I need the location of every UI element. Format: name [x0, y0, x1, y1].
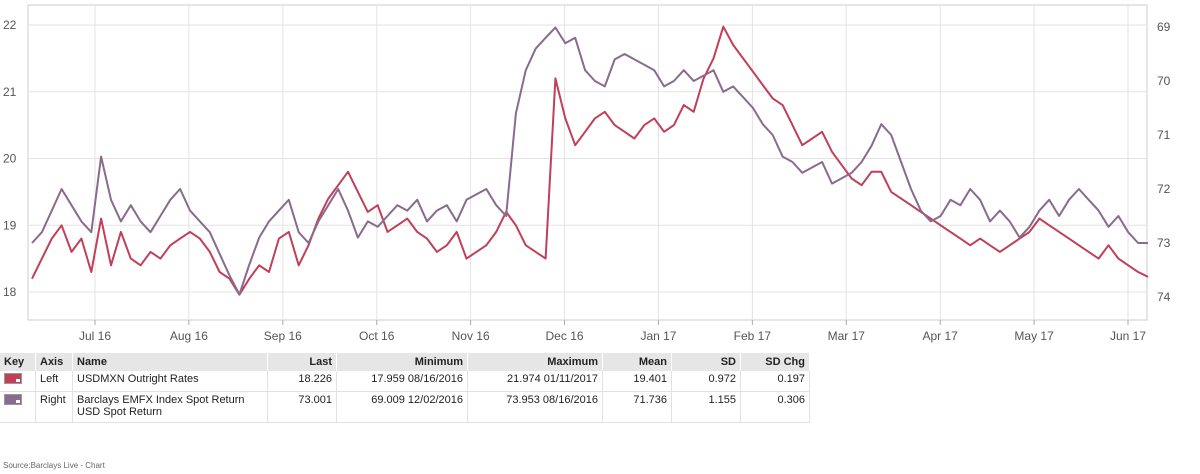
x-tick-label: Nov 16 — [452, 329, 490, 343]
sd-cell: 1.155 — [671, 391, 741, 423]
key-swatch-cell — [0, 391, 36, 423]
y-right-tick-label: 69 — [1157, 20, 1171, 34]
x-tick-label: Jul 16 — [79, 329, 111, 343]
x-tick-label: Jun 17 — [1110, 329, 1146, 343]
header-name: Name — [72, 353, 268, 371]
sd-chg-cell: 0.306 — [740, 391, 810, 423]
header-axis: Axis — [35, 353, 73, 371]
y-left-tick-label: 18 — [3, 285, 17, 299]
y-right-tick-label: 70 — [1157, 74, 1171, 88]
table-row: Left USDMXN Outright Rates 18.226 17.959… — [0, 371, 810, 392]
x-tick-label: Dec 16 — [546, 329, 584, 343]
header-sd-chg: SD Chg — [740, 353, 810, 371]
x-tick-label: Sep 16 — [264, 329, 302, 343]
table-row: Right Barclays EMFX Index Spot Return US… — [0, 391, 810, 423]
header-maximum: Maximum — [467, 353, 603, 371]
series-swatch-icon — [4, 373, 22, 384]
x-tick-label: Jan 17 — [640, 329, 676, 343]
x-tick-label: Aug 16 — [170, 329, 208, 343]
x-tick-label: May 17 — [1014, 329, 1054, 343]
series-line-emfx — [31, 26, 1149, 296]
y-right-tick-label: 73 — [1157, 236, 1171, 250]
last-cell: 73.001 — [267, 391, 337, 423]
x-tick-label: Mar 17 — [828, 329, 866, 343]
y-left-tick-label: 22 — [3, 18, 17, 32]
last-cell: 18.226 — [267, 371, 337, 392]
left-y-axis: 22 21 20 19 18 — [3, 18, 17, 299]
name-cell: Barclays EMFX Index Spot Return USD Spot… — [72, 391, 268, 423]
header-last: Last — [267, 353, 337, 371]
series-swatch-icon — [4, 394, 22, 405]
chart-grid — [27, 4, 1148, 321]
sd-cell: 0.972 — [671, 371, 741, 392]
mean-cell: 71.736 — [602, 391, 672, 423]
header-key: Key — [0, 353, 36, 371]
series-lines — [31, 25, 1149, 296]
minimum-cell: 69.009 12/02/2016 — [336, 391, 468, 423]
y-left-tick-label: 21 — [3, 85, 17, 99]
right-y-axis: 69 70 71 72 73 74 — [1157, 20, 1171, 304]
line-chart: 22 21 20 19 18 69 70 71 72 73 74 Jul 16 Aug 16 Sep … — [3, 4, 1171, 343]
x-tick-label: Oct 16 — [359, 329, 395, 343]
header-mean: Mean — [602, 353, 672, 371]
y-right-tick-label: 74 — [1157, 290, 1171, 304]
maximum-cell: 21.974 01/11/2017 — [467, 371, 603, 392]
y-left-tick-label: 19 — [3, 218, 17, 232]
sd-chg-cell: 0.197 — [740, 371, 810, 392]
x-tick-label: Feb 17 — [734, 329, 772, 343]
minimum-cell: 17.959 08/16/2016 — [336, 371, 468, 392]
y-right-tick-label: 72 — [1157, 182, 1171, 196]
mean-cell: 19.401 — [602, 371, 672, 392]
key-swatch-cell — [0, 371, 36, 392]
axis-cell: Right — [35, 391, 73, 423]
key-table: Key Axis Name Last Minimum Maximum Mean … — [0, 353, 810, 423]
series-line-usdmxn — [31, 25, 1149, 296]
plot-frame — [27, 4, 1148, 321]
maximum-cell: 73.953 08/16/2016 — [467, 391, 603, 423]
header-sd: SD — [671, 353, 741, 371]
axis-cell: Left — [35, 371, 73, 392]
x-axis: Jul 16 Aug 16 Sep 16 Oct 16 Nov 16 Dec 16 Jan … — [79, 320, 1146, 343]
name-cell: USDMXN Outright Rates — [72, 371, 268, 392]
header-minimum: Minimum — [336, 353, 468, 371]
source-note: Source:Barclays Live - Chart — [3, 461, 105, 470]
y-left-tick-label: 20 — [3, 152, 17, 166]
y-right-tick-label: 71 — [1157, 128, 1171, 142]
x-tick-label: Apr 17 — [923, 329, 959, 343]
